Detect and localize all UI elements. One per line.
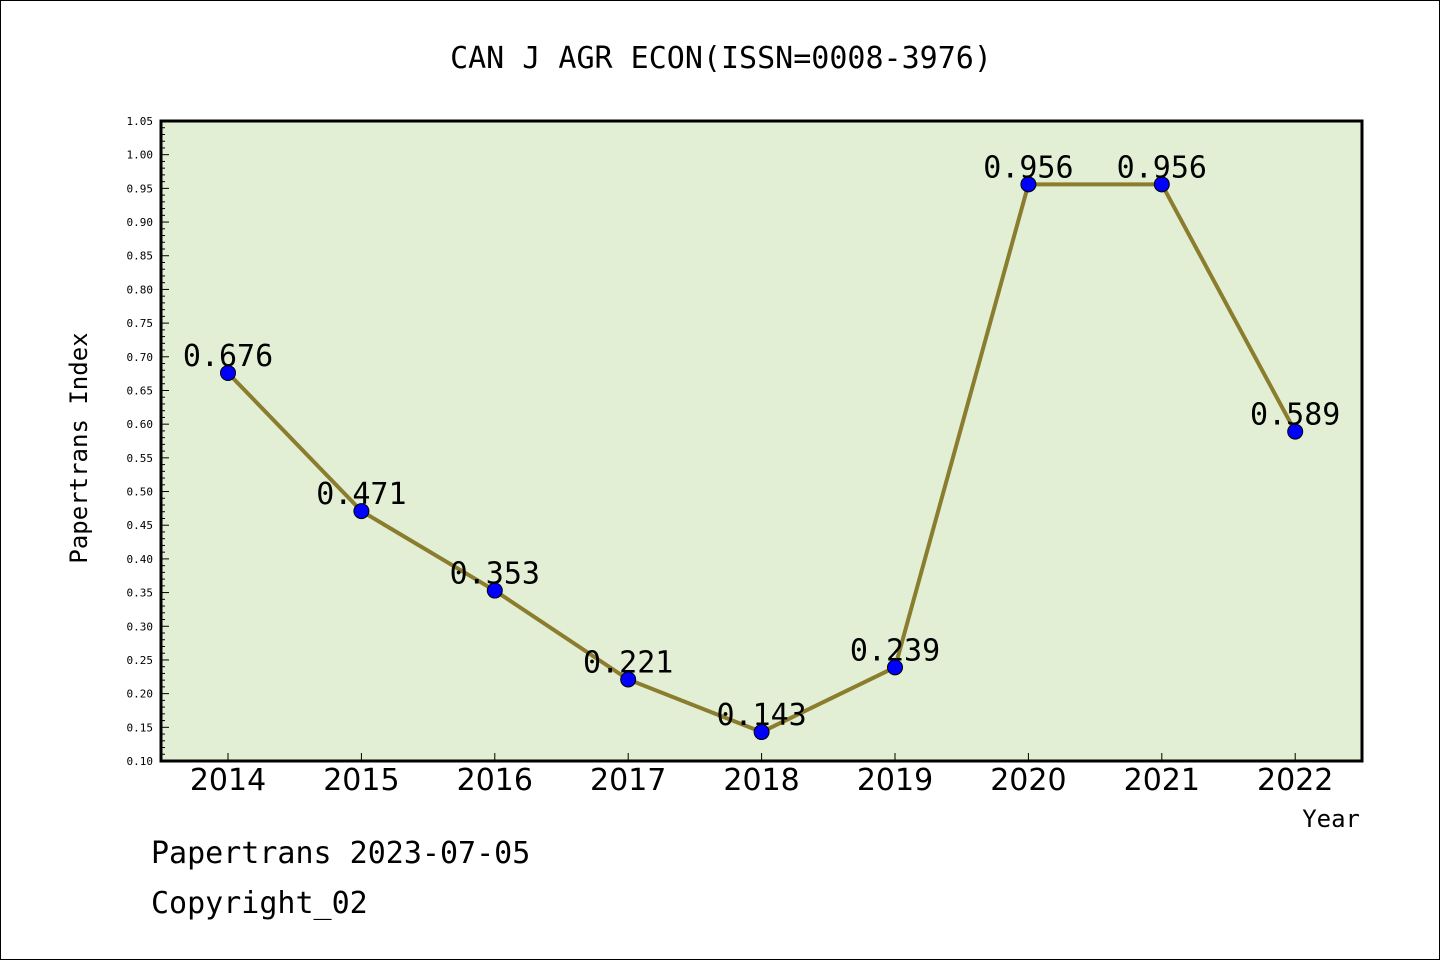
y-tick-label: 0.55 [127, 452, 154, 465]
data-label: 0.353 [450, 557, 540, 592]
y-tick-label: 0.60 [127, 418, 154, 431]
data-label: 0.589 [1250, 398, 1340, 433]
y-tick-label: 0.85 [127, 250, 154, 263]
footer-date: Papertrans 2023-07-05 [151, 836, 531, 871]
x-tick-label: 2015 [323, 763, 399, 798]
plot-area [159, 119, 1364, 763]
y-tick-label: 0.35 [127, 587, 154, 600]
x-tick-label: 2022 [1257, 763, 1333, 798]
y-tick-label: 0.20 [127, 688, 154, 701]
data-point [753, 724, 770, 741]
x-axis: 2014 2015 2016 2017 2018 2019 2020 2021 2022 [190, 753, 1333, 798]
data-label: 0.956 [983, 150, 1073, 185]
y-tick-label: 0.15 [127, 721, 154, 734]
y-tick-label: 0.45 [127, 519, 154, 532]
data-point [1020, 176, 1037, 193]
data-label: 0.471 [316, 477, 406, 512]
y-tick-label: 1.05 [127, 115, 154, 128]
chart-title: CAN J AGR ECON(ISSN=0008-3976) [450, 41, 992, 76]
x-tick-label: 2014 [190, 763, 266, 798]
x-tick-label: 2016 [457, 763, 533, 798]
y-tick-label: 0.90 [127, 216, 154, 229]
data-label: 0.676 [183, 339, 273, 374]
y-tick-label: 0.30 [127, 620, 154, 633]
data-label: 0.956 [1117, 150, 1207, 185]
data-point [353, 503, 370, 520]
data-point [887, 659, 903, 676]
y-tick-label: 0.25 [127, 654, 154, 667]
y-axis: 0.10 0.15 0.20 0.25 0.30 0.35 0.40 0.45 0.50 0.55… [127, 115, 169, 768]
x-tick-label: 2019 [857, 763, 933, 798]
y-axis-label: Papertrans Index [65, 332, 93, 563]
y-tick-label: 0.95 [127, 182, 154, 195]
y-tick-label: 0.80 [127, 283, 154, 296]
y-tick-label: 0.75 [127, 317, 154, 330]
y-tick-label: 0.65 [127, 384, 154, 397]
data-point [220, 364, 236, 381]
x-tick-label: 2018 [723, 763, 799, 798]
y-tick-label: 0.50 [127, 486, 154, 499]
data-label: 0.239 [850, 633, 940, 668]
y-tick-label: 0.70 [127, 351, 154, 364]
data-point [1287, 423, 1304, 440]
data-label: 0.143 [716, 698, 806, 733]
data-point [620, 671, 637, 688]
y-tick-label: 0.40 [127, 553, 154, 566]
footer-copyright: Copyright_02 [151, 886, 368, 921]
x-tick-label: 2017 [590, 763, 666, 798]
data-point [1153, 176, 1170, 193]
x-axis-label: Year [1302, 805, 1360, 833]
y-tick-label: 0.10 [127, 755, 154, 768]
y-tick-label: 1.00 [127, 149, 154, 162]
x-tick-label: 2021 [1124, 763, 1200, 798]
x-tick-label: 2020 [990, 763, 1066, 798]
data-point [486, 582, 503, 599]
series-line: 0.676 0.471 0.353 0.221 0.143 0.239 0.956 0.956… [183, 150, 1340, 741]
data-label: 0.221 [583, 645, 673, 680]
